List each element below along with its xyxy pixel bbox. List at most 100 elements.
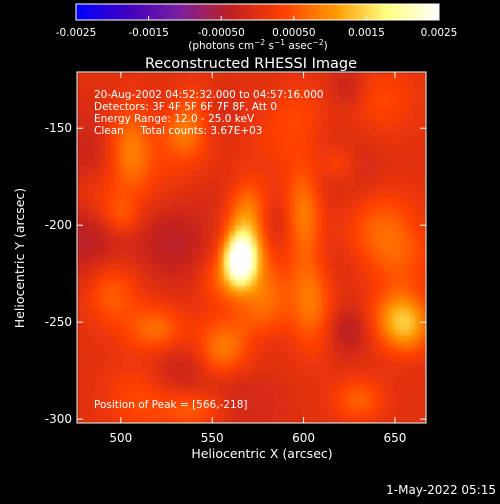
heatmap-cell (393, 198, 400, 205)
heatmap-cell (409, 346, 416, 353)
heatmap-cell (360, 137, 367, 144)
heatmap-cell (398, 137, 405, 144)
heatmap-cell (284, 104, 291, 111)
heatmap-cell (224, 412, 231, 419)
heatmap-cell (196, 143, 204, 150)
heatmap-cell (404, 143, 411, 150)
heatmap-cell (409, 170, 416, 177)
heatmap-cell (218, 115, 225, 122)
heatmap-cell (267, 395, 274, 402)
heatmap-cell (382, 252, 389, 260)
heatmap-cell (93, 362, 100, 369)
heatmap-cell (327, 148, 334, 155)
heatmap-cell (169, 252, 176, 260)
heatmap-cell (77, 225, 84, 232)
heatmap-cell (147, 291, 154, 298)
heatmap-cell (240, 209, 247, 216)
heatmap-cell (338, 203, 345, 210)
heatmap-cell (409, 263, 416, 271)
heatmap-cell (360, 324, 367, 331)
heatmap-cell (273, 126, 280, 133)
heatmap-cell (246, 82, 253, 90)
heatmap-cell (153, 203, 160, 210)
heatmap-cell (213, 318, 220, 325)
heatmap-cell (256, 82, 264, 90)
heatmap-cell (393, 329, 400, 336)
heatmap-cell (316, 214, 323, 221)
heatmap-cell (77, 192, 84, 199)
heatmap-cell (186, 357, 193, 364)
heatmap-cell (98, 390, 105, 397)
heatmap-cell (115, 192, 122, 199)
heatmap-cell (213, 82, 220, 90)
heatmap-cell (322, 137, 329, 144)
heatmap-cell (371, 82, 378, 90)
heatmap-cell (153, 209, 160, 216)
heatmap-cell (404, 318, 411, 325)
heatmap-cell (398, 198, 405, 205)
heatmap-cell (349, 379, 356, 386)
heatmap-cell (202, 220, 209, 227)
heatmap-cell (262, 154, 269, 161)
heatmap-cell (82, 252, 89, 260)
heatmap-cell (104, 252, 111, 260)
heatmap-cell (404, 170, 411, 177)
heatmap-cell (196, 307, 204, 314)
heatmap-cell (207, 209, 214, 216)
heatmap-cell (404, 362, 411, 369)
heatmap-cell (169, 368, 176, 375)
heatmap-cell (164, 231, 171, 238)
heatmap-cell (235, 357, 242, 364)
heatmap-cell (267, 346, 274, 353)
heatmap-cell (267, 373, 274, 380)
heatmap-cell (316, 181, 323, 188)
heatmap-cell (224, 242, 231, 249)
heatmap-cell (295, 214, 302, 221)
heatmap-cell (360, 274, 367, 282)
heatmap-cell (126, 126, 133, 133)
heatmap-cell (126, 203, 133, 210)
colorbar-gradient (75, 3, 440, 21)
heatmap-cell (366, 148, 373, 155)
heatmap-cell (349, 269, 356, 276)
heatmap-cell (371, 143, 378, 150)
heatmap-cell (338, 143, 345, 150)
heatmap-cell (387, 318, 394, 325)
heatmap-cell (109, 110, 116, 117)
heatmap-cell (251, 137, 258, 144)
heatmap-cell (93, 285, 100, 292)
heatmap-cell (393, 209, 400, 216)
heatmap-cell (420, 104, 426, 111)
heatmap-cell (322, 143, 329, 150)
heatmap-cell (224, 395, 231, 402)
heatmap-cell (158, 412, 165, 419)
heatmap-cell (98, 77, 105, 84)
heatmap-cell (169, 88, 176, 95)
heatmap-cell (306, 137, 313, 144)
heatmap-cell (295, 340, 302, 347)
heatmap-cell (355, 82, 362, 90)
heatmap-cell (136, 236, 144, 243)
heatmap-cell (316, 417, 323, 423)
heatmap-cell (196, 258, 204, 265)
heatmap-cell (278, 220, 285, 227)
heatmap-cell (213, 88, 220, 95)
heatmap-cell (229, 373, 236, 380)
heatmap-cell (147, 198, 154, 205)
heatmap-cell (256, 280, 264, 287)
heatmap-cell (349, 296, 356, 303)
heatmap-cell (355, 165, 362, 172)
heatmap-cell (240, 242, 247, 249)
heatmap-cell (142, 115, 149, 122)
heatmap-cell (136, 137, 144, 144)
heatmap-cell (398, 412, 405, 419)
heatmap-cell (147, 247, 154, 254)
heatmap-cell (256, 203, 264, 210)
heatmap-cell (273, 269, 280, 276)
heatmap-cell (262, 220, 269, 227)
heatmap-cell (398, 395, 405, 402)
heatmap-cell (387, 242, 394, 249)
heatmap-cell (409, 225, 416, 232)
heatmap-cell (295, 154, 302, 161)
heatmap-cell (240, 126, 247, 133)
